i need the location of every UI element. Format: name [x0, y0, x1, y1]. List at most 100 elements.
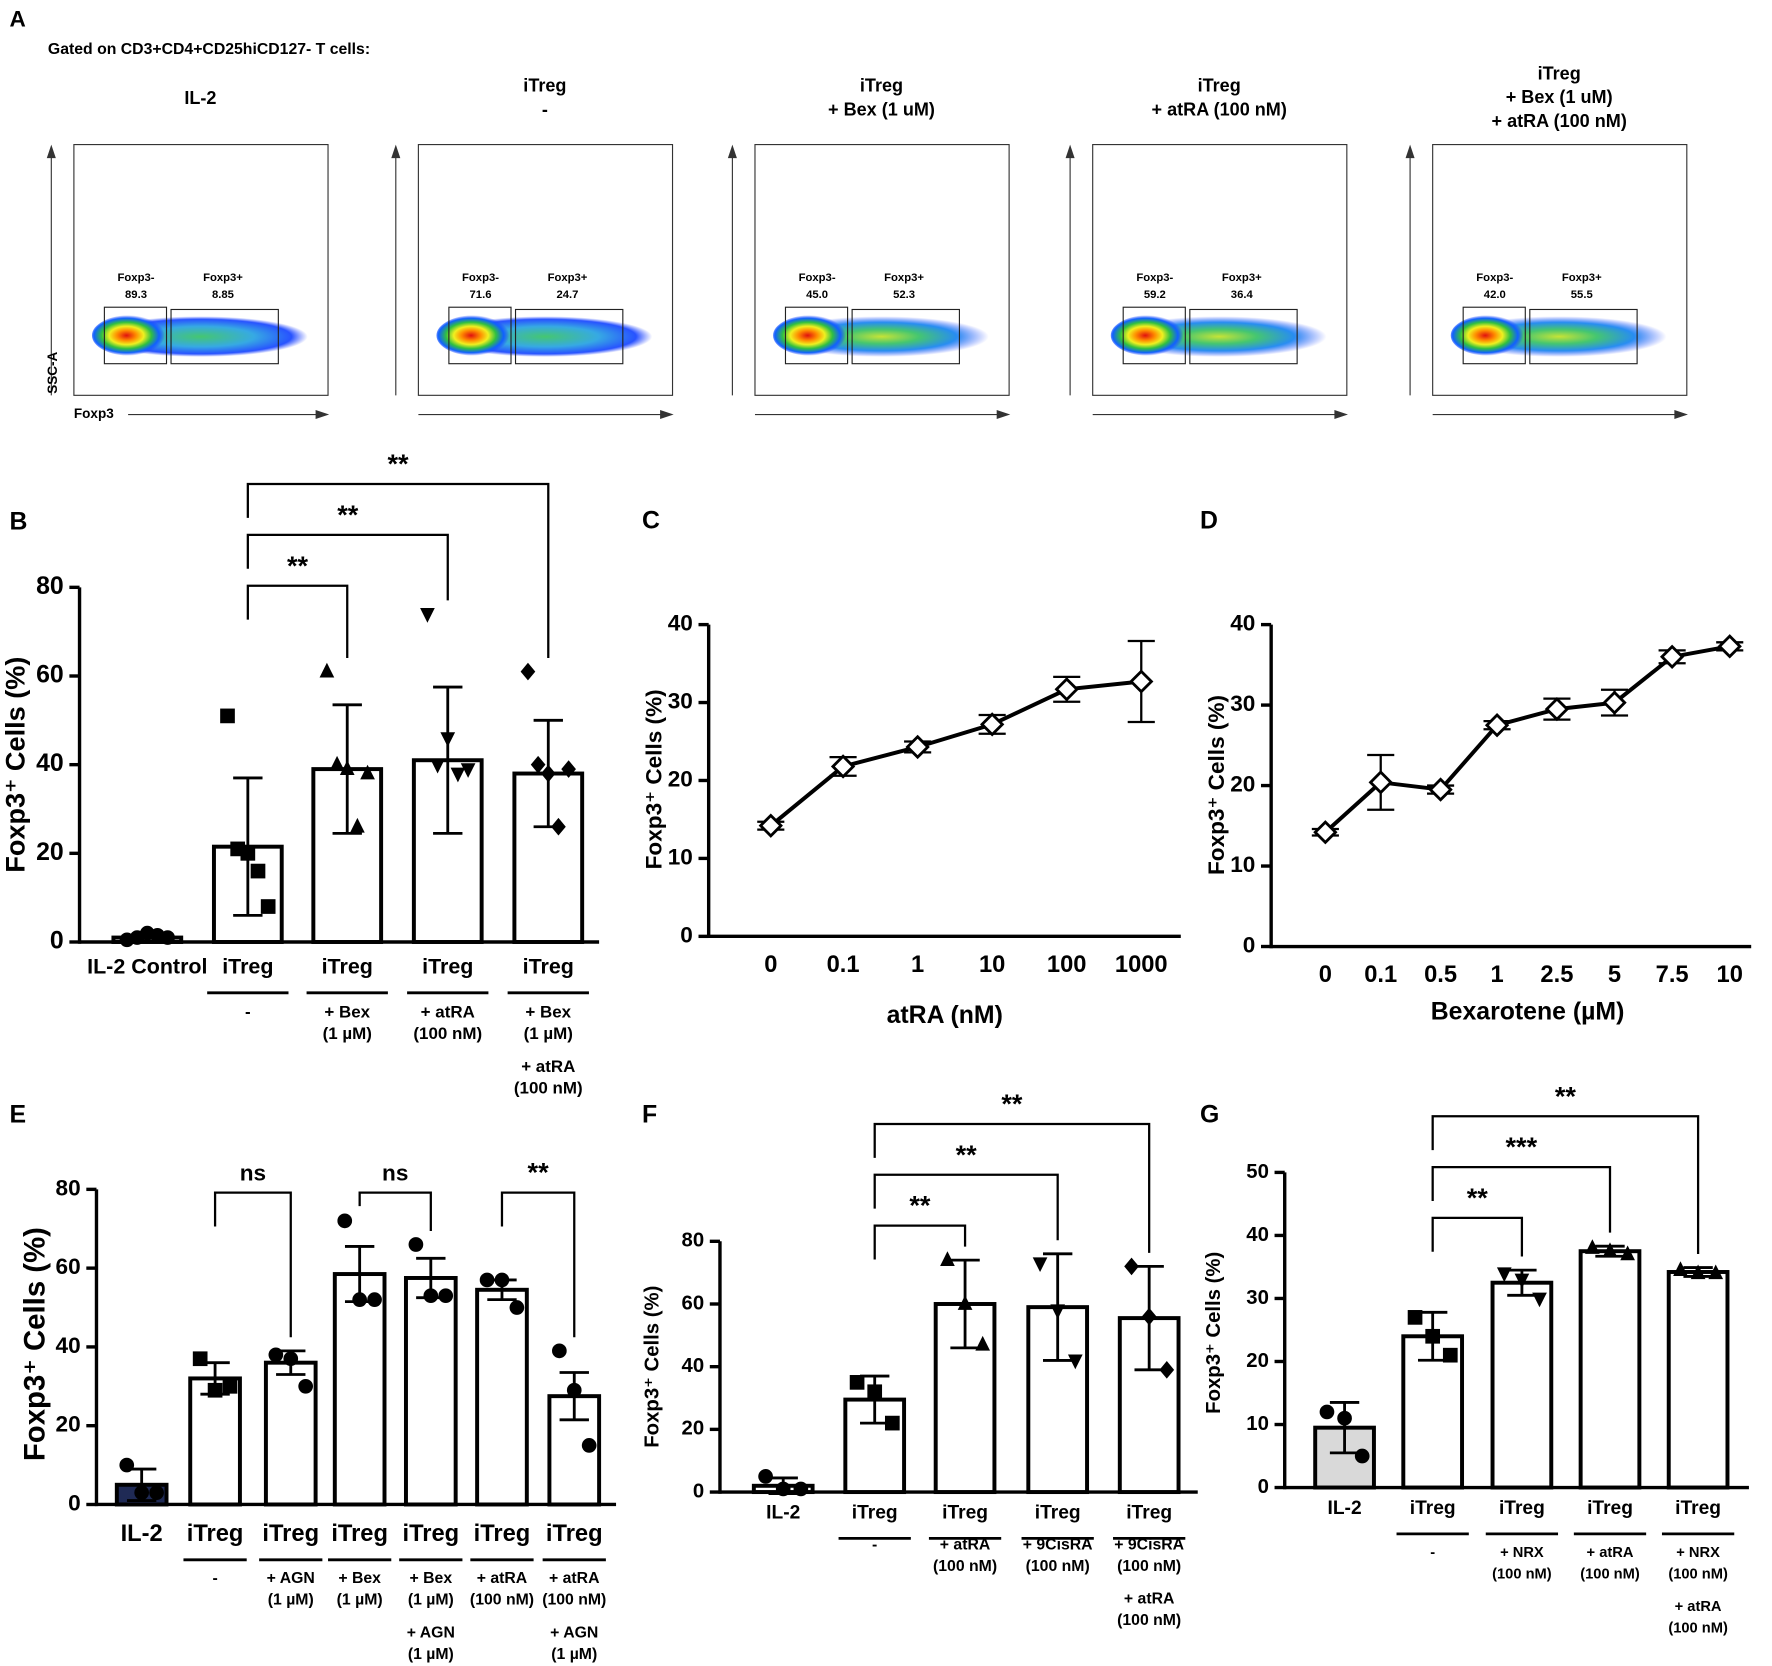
arrow-head [1065, 144, 1075, 159]
x-sub-label: (100 nM) [1492, 1566, 1552, 1582]
y-axis-label: Foxp3⁺ Cells (%) [0, 657, 31, 873]
x-axis-label: Foxp3 [74, 406, 114, 421]
plot-title: iTreg [1538, 63, 1581, 83]
y-axis-label: Foxp3⁺ Cells (%) [1203, 1252, 1225, 1414]
data-point [940, 1251, 955, 1266]
y-axis-label: Foxp3⁺ Cells (%) [642, 1286, 664, 1448]
data-point [1602, 1242, 1618, 1258]
significance-bracket [1431, 1165, 1612, 1233]
gate-name: Foxp3+ [1562, 272, 1602, 284]
significance-label: ns [382, 1161, 408, 1186]
y-tick-label: 0 [1243, 932, 1256, 957]
gate-value: 71.6 [470, 289, 492, 301]
significance-label: ** [1001, 1088, 1023, 1119]
density-core [436, 315, 514, 356]
gate [1122, 306, 1186, 365]
y-tick-label: 80 [36, 573, 64, 600]
arrow-head [1405, 144, 1415, 159]
arrow-head [1334, 410, 1348, 420]
data-point [1124, 1257, 1139, 1276]
significance-bracket [246, 584, 349, 659]
gate-value: 55.5 [1571, 289, 1593, 301]
x-sub-label: (1 µM) [337, 1592, 383, 1609]
x-tick-label: iTreg [546, 1521, 603, 1547]
x-sub-label: + atRA [521, 1057, 575, 1076]
data-point [758, 813, 783, 838]
error-bar [860, 1374, 890, 1425]
gate-value: 89.3 [125, 289, 147, 301]
x-sub-label: - [1430, 1545, 1435, 1561]
bar [403, 1276, 458, 1507]
data-point [220, 708, 235, 724]
x-tick-label: iTreg [422, 955, 473, 979]
x-sub-label: (100 nM) [1026, 1558, 1090, 1575]
data-line [769, 679, 1142, 828]
arrow-head [315, 410, 330, 420]
data-point [479, 1272, 495, 1288]
data-point [207, 1382, 223, 1398]
x-sub-label: + atRA [940, 1536, 990, 1553]
data-point [849, 1375, 865, 1390]
data-point [509, 1300, 525, 1315]
x-tick-label: iTreg [1035, 1503, 1081, 1524]
x-tick-label: 10 [979, 952, 1005, 978]
significance-bracket [246, 533, 449, 601]
x-tick-label: IL-2 [1328, 1498, 1362, 1519]
panel-letter: G [1200, 1102, 1219, 1129]
gate [784, 306, 849, 365]
plot-frame [417, 144, 674, 396]
data-point [360, 764, 375, 780]
panel-heading: Gated on CD3+CD4+CD25hiCD127- T cells: [48, 41, 370, 58]
significance-label: ** [528, 1157, 550, 1188]
data-point [1544, 696, 1570, 722]
data-point [1368, 770, 1393, 795]
y-tick-label: 0 [693, 1480, 704, 1502]
data-point [134, 1485, 150, 1501]
x-tick-label: 0.1 [1364, 962, 1397, 988]
arrow-head [727, 144, 737, 159]
y-tick-label: 80 [682, 1230, 705, 1252]
y-tick-label: 30 [668, 689, 693, 714]
plot-title: iTreg [1198, 76, 1241, 96]
data-point [1620, 1245, 1635, 1261]
x-tick-label: 0 [764, 952, 777, 978]
error-bar [1329, 1401, 1360, 1455]
y-tick-label: 60 [36, 662, 64, 689]
y-tick-label: 10 [668, 844, 693, 869]
data-point [905, 734, 930, 760]
x-sub-label: + Bex [338, 1570, 381, 1587]
y-tick-label: 60 [682, 1292, 705, 1314]
arrow-head [46, 144, 56, 159]
gate [1529, 308, 1638, 365]
x-sub-label: + Bex [525, 1003, 571, 1022]
y-tick-label: 40 [682, 1355, 705, 1377]
data-point [1496, 1267, 1512, 1283]
y-tick-label: 40 [1246, 1224, 1269, 1246]
data-point [260, 899, 276, 914]
data-point [758, 1469, 773, 1484]
data-point [1067, 1354, 1083, 1370]
arrow-head [391, 144, 401, 159]
x-sub-label: (1 µM) [524, 1024, 573, 1043]
data-point [298, 1378, 314, 1394]
gate-value: 59.2 [1144, 289, 1166, 301]
x-sub-label: + atRA [421, 1003, 475, 1022]
bar [188, 1376, 242, 1507]
data-point [438, 1288, 454, 1304]
data-point [1159, 1361, 1175, 1379]
y-tick-label: 20 [668, 766, 693, 791]
y-axis-label: Foxp3⁺ Cells (%) [18, 1227, 51, 1461]
x-sub-label: - [212, 1570, 217, 1587]
data-point [352, 1292, 367, 1307]
data-point [775, 1481, 791, 1497]
data-point [1313, 820, 1338, 845]
data-point [957, 1295, 973, 1310]
panel-letter: F [642, 1102, 657, 1129]
x-sub-label: + Bex [410, 1570, 453, 1587]
gate [851, 308, 960, 365]
gate [1462, 306, 1526, 365]
data-point [1407, 1310, 1423, 1325]
gate-name: Foxp3+ [548, 272, 588, 284]
data-point [1141, 1307, 1157, 1326]
arrow-head [660, 410, 674, 420]
